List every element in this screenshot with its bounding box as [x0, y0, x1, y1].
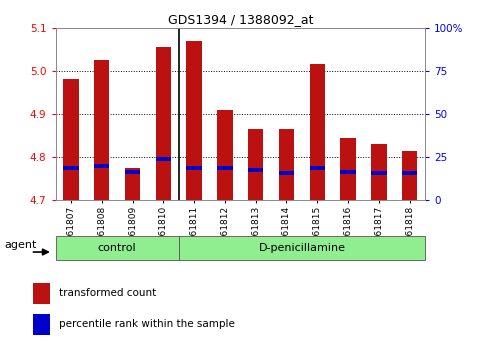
- Bar: [371, 144, 386, 200]
- Bar: [186, 40, 202, 200]
- Bar: [156, 157, 171, 161]
- Text: control: control: [98, 244, 136, 253]
- Bar: [125, 168, 140, 200]
- Bar: [279, 129, 294, 200]
- Bar: [94, 60, 110, 200]
- Bar: [402, 150, 417, 200]
- Bar: [217, 166, 233, 170]
- Bar: [341, 138, 356, 200]
- Text: transformed count: transformed count: [59, 288, 156, 298]
- Bar: [371, 171, 386, 175]
- Bar: [310, 166, 325, 170]
- Bar: [217, 109, 233, 200]
- Bar: [279, 171, 294, 175]
- Text: agent: agent: [4, 240, 37, 250]
- Text: percentile rank within the sample: percentile rank within the sample: [59, 319, 235, 329]
- Bar: [33, 283, 50, 304]
- Bar: [186, 166, 202, 170]
- Bar: [125, 170, 140, 174]
- Bar: [341, 170, 356, 174]
- Bar: [63, 79, 79, 200]
- Bar: [402, 171, 417, 175]
- Bar: [56, 236, 179, 260]
- Bar: [310, 64, 325, 200]
- Bar: [156, 47, 171, 200]
- Text: D-penicillamine: D-penicillamine: [258, 244, 345, 253]
- Bar: [248, 129, 263, 200]
- Bar: [33, 314, 50, 335]
- Bar: [94, 164, 110, 168]
- Bar: [248, 168, 263, 172]
- Bar: [179, 236, 425, 260]
- Title: GDS1394 / 1388092_at: GDS1394 / 1388092_at: [168, 13, 313, 27]
- Bar: [63, 166, 79, 170]
